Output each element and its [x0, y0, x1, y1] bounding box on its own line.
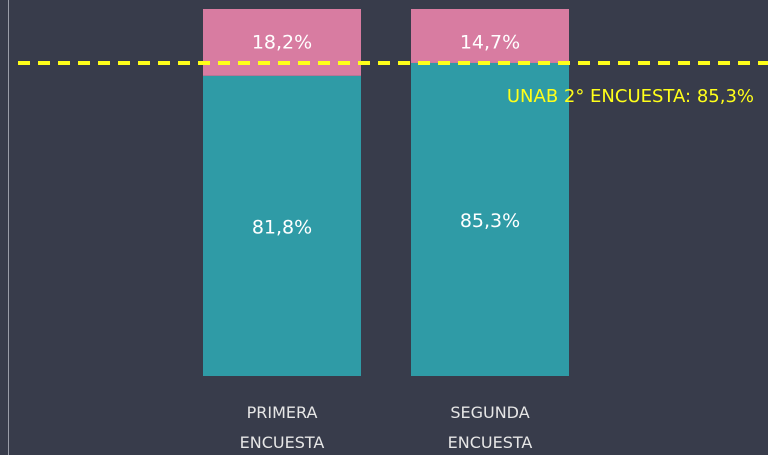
- value-label: 18,2%: [252, 32, 312, 54]
- x-tick-label: SEGUNDA ENCUESTA: [447, 403, 533, 452]
- bar-segment: [411, 9, 569, 63]
- bar-segment: [411, 62, 569, 376]
- value-label: 14,7%: [460, 32, 520, 54]
- bar-segment: [203, 75, 361, 376]
- x-tick-label: PRIMERA ENCUESTA: [239, 403, 325, 452]
- value-label: 81,8%: [252, 216, 312, 238]
- value-label: 85,3%: [460, 210, 520, 232]
- annotation: UNAB 2° ENCUESTA: 85,3%: [507, 86, 754, 107]
